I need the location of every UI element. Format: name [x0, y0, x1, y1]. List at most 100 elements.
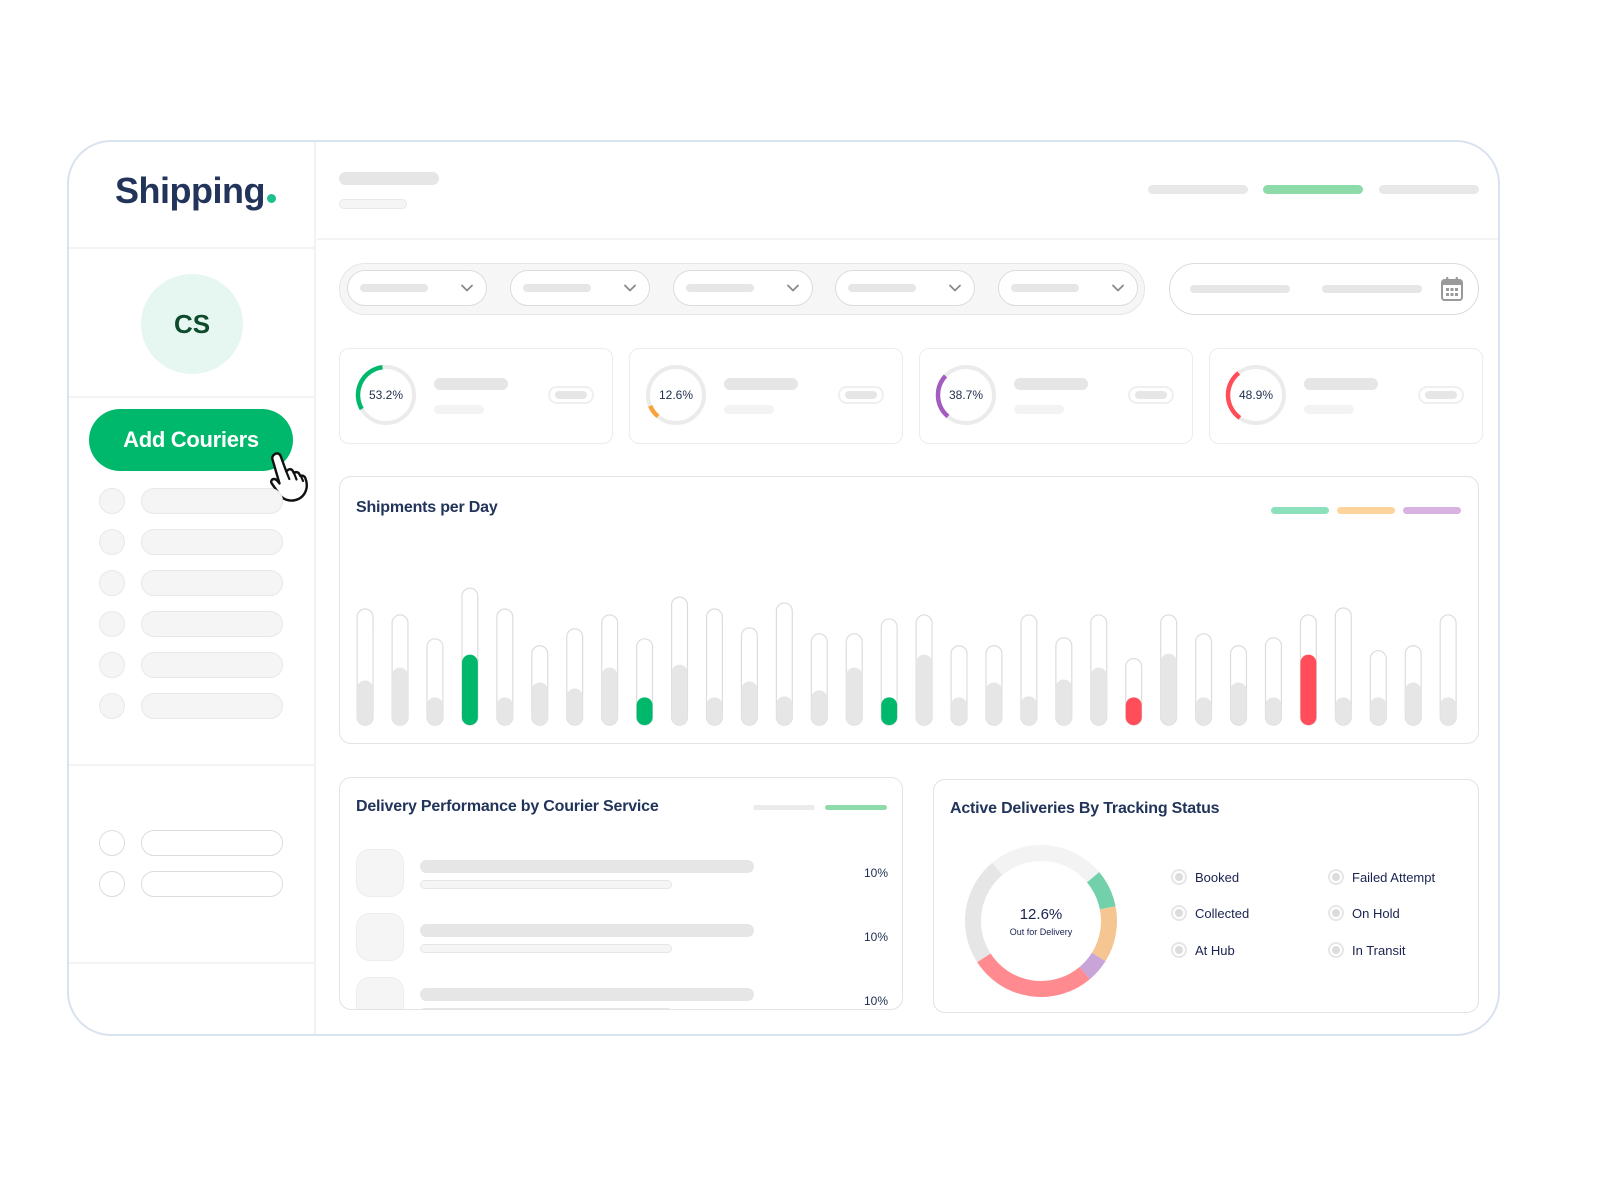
bar-fill — [1090, 667, 1107, 726]
nav-item-label-placeholder — [141, 652, 283, 678]
courier-row[interactable]: 10% — [356, 849, 888, 897]
sidebar-footer-item[interactable] — [99, 830, 283, 856]
donut-center-value: 12.6% — [1019, 905, 1063, 923]
bar-fill — [496, 697, 513, 726]
active-deliveries-card: Active Deliveries By Tracking Status 12.… — [933, 779, 1479, 1013]
legend-swatch-purple[interactable] — [1403, 507, 1461, 514]
filter-dropdown-2[interactable] — [510, 270, 650, 306]
kpi-label-placeholder — [1014, 378, 1088, 390]
courier-detail-placeholder — [420, 1008, 672, 1009]
courier-detail-placeholder — [420, 944, 672, 953]
status-label: At Hub — [1195, 942, 1235, 958]
progress-ring-icon — [935, 365, 996, 425]
progress-ring-icon — [646, 365, 706, 425]
pointer-hand-cursor-icon — [270, 452, 309, 502]
sidebar-nav-item[interactable] — [99, 652, 283, 678]
shipments-bar-chart[interactable] — [340, 477, 1478, 743]
bar-fill — [531, 682, 548, 726]
bar-fill — [392, 667, 408, 726]
filter-dropdown-4[interactable] — [835, 270, 975, 306]
status-on-hold[interactable]: On Hold — [1328, 905, 1400, 921]
bar-fill — [1055, 679, 1072, 726]
add-couriers-button[interactable]: Add Couriers — [89, 409, 293, 471]
status-label: Booked — [1195, 869, 1240, 885]
page-subtitle-placeholder — [339, 199, 407, 209]
sidebar-nav-item[interactable] — [99, 611, 283, 637]
radio-icon[interactable] — [1171, 869, 1187, 885]
performance-toggle-2-active[interactable] — [825, 805, 887, 810]
filter-dropdown-3[interactable] — [673, 270, 813, 306]
header-tab-1[interactable] — [1148, 185, 1248, 194]
bar-fill — [1440, 697, 1457, 726]
bar-fill — [1020, 696, 1037, 726]
bar-track — [775, 602, 793, 726]
header-tab-3[interactable] — [1379, 185, 1479, 194]
header-tab-2-active[interactable] — [1263, 185, 1363, 194]
bar-fill-highlight — [636, 697, 653, 726]
kpi-card-2[interactable]: 12.6% — [629, 348, 903, 444]
nav-item-icon — [99, 611, 125, 637]
bar-fill — [916, 654, 933, 726]
courier-logo-placeholder — [356, 977, 404, 1009]
tracking-status-donut-chart[interactable] — [962, 842, 1120, 1000]
courier-logo-placeholder — [356, 913, 404, 961]
nav-item-icon — [99, 529, 125, 555]
bar-fill — [951, 697, 967, 726]
sidebar-nav-item[interactable] — [99, 529, 283, 555]
logo-dot-icon — [266, 194, 276, 203]
status-label: In Transit — [1352, 942, 1406, 958]
chevron-down-icon — [949, 284, 961, 292]
bar-fill — [1265, 697, 1282, 726]
radio-icon[interactable] — [1171, 942, 1187, 958]
sidebar-divider — [69, 962, 316, 964]
chevron-down-icon — [461, 284, 473, 292]
nav-item-label-placeholder — [141, 611, 283, 637]
kpi-card-3[interactable]: 38.7% — [919, 348, 1193, 444]
status-booked[interactable]: Booked — [1171, 869, 1239, 885]
legend-swatch-orange[interactable] — [1337, 507, 1395, 514]
delivery-performance-card: Delivery Performance by Courier Service … — [339, 777, 903, 1010]
progress-ring-icon — [355, 364, 416, 425]
status-collected[interactable]: Collected — [1171, 905, 1249, 921]
sidebar-nav-item[interactable] — [99, 570, 283, 596]
kpi-sublabel-placeholder — [1304, 405, 1354, 414]
bar-track — [1439, 614, 1457, 726]
bar-fill-highlight — [1300, 654, 1317, 726]
kpi-card-4[interactable]: 48.9% — [1209, 348, 1483, 444]
radio-icon[interactable] — [1328, 905, 1344, 921]
footer-item-icon — [99, 871, 125, 897]
chart-title: Shipments per Day — [356, 499, 498, 516]
performance-toggle-1[interactable] — [753, 805, 815, 810]
filter-value-placeholder — [523, 284, 591, 292]
bar-fill — [986, 682, 1002, 726]
legend-swatch-green[interactable] — [1271, 507, 1329, 514]
filter-dropdown-5[interactable] — [998, 270, 1138, 306]
radio-icon[interactable] — [1328, 942, 1344, 958]
avatar-initials: CS — [173, 308, 211, 339]
status-in-transit[interactable]: In Transit — [1328, 942, 1405, 958]
filter-dropdown-1[interactable] — [347, 270, 487, 306]
app-window: Shipping CS Add Couriers — [67, 140, 1500, 1036]
avatar[interactable]: CS — [141, 274, 243, 374]
kpi-card-1[interactable]: 53.2% — [339, 348, 613, 444]
performance-title: Delivery Performance by Courier Service — [356, 798, 659, 815]
sidebar-nav-item[interactable] — [99, 488, 283, 514]
sidebar-footer-item[interactable] — [99, 871, 283, 897]
courier-row[interactable]: 10% — [356, 913, 888, 961]
bar-fill-highlight — [881, 697, 898, 726]
radio-icon[interactable] — [1328, 869, 1344, 885]
status-at-hub[interactable]: At Hub — [1171, 942, 1235, 958]
courier-row[interactable]: 10% — [356, 977, 888, 1009]
sidebar: Shipping CS Add Couriers — [69, 142, 316, 1034]
add-couriers-label: Add Couriers — [123, 427, 259, 452]
status-failed-attempt[interactable]: Failed Attempt — [1328, 869, 1435, 885]
radio-icon[interactable] — [1171, 905, 1187, 921]
segment-light-gray — [992, 845, 1100, 883]
kpi-badge-placeholder — [1418, 386, 1464, 404]
filter-value-placeholder — [360, 284, 428, 292]
kpi-badge-placeholder — [548, 386, 594, 404]
calendar-icon[interactable] — [1440, 276, 1464, 302]
app-logo[interactable]: Shipping — [115, 170, 276, 212]
date-range-picker[interactable] — [1169, 263, 1479, 315]
sidebar-nav-item[interactable] — [99, 693, 283, 719]
